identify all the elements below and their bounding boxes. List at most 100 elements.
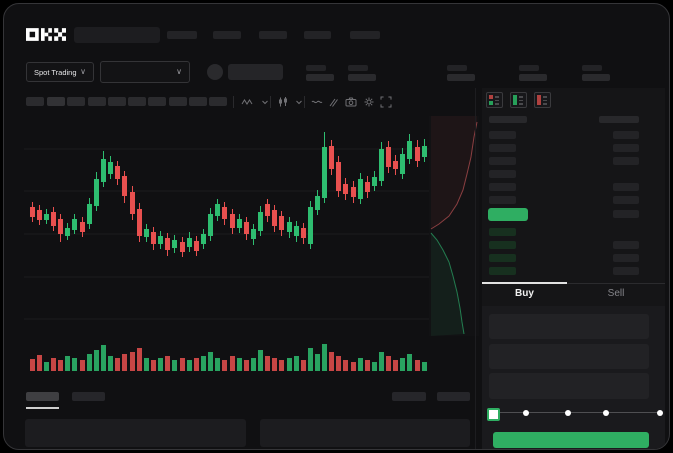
timeframe-skeleton[interactable] bbox=[209, 97, 227, 106]
indicators-button[interactable] bbox=[240, 95, 254, 109]
timeframe-skeleton[interactable] bbox=[148, 97, 166, 106]
order-amount-input[interactable] bbox=[489, 344, 649, 369]
asks-list bbox=[482, 129, 665, 207]
market-type-dropdown[interactable]: Spot Trading ∨ bbox=[26, 62, 94, 82]
chevron-down-icon: ∨ bbox=[80, 67, 86, 76]
price-skeleton bbox=[489, 254, 516, 262]
app-window: Spot Trading ∨ ∨ bbox=[3, 3, 670, 450]
nav-item-skeleton[interactable] bbox=[167, 31, 197, 39]
chevron-down-icon bbox=[296, 100, 302, 105]
timeframe-skeleton[interactable] bbox=[47, 97, 65, 106]
bottom-panel-skeleton bbox=[25, 419, 246, 447]
slider-stop[interactable] bbox=[657, 409, 663, 416]
orderbook-row[interactable] bbox=[482, 194, 665, 207]
last-price-amount-skeleton bbox=[613, 210, 639, 218]
book-bids-view-button[interactable] bbox=[510, 92, 527, 108]
toolbar-divider bbox=[233, 96, 234, 108]
line-type-button[interactable] bbox=[310, 95, 324, 109]
stat-label-skeleton bbox=[348, 65, 368, 71]
orderbook-header-skeleton bbox=[599, 116, 639, 123]
book-split-view-button[interactable] bbox=[486, 92, 503, 108]
candlestick-chart[interactable] bbox=[19, 112, 479, 394]
price-skeleton bbox=[489, 196, 516, 204]
fullscreen-icon bbox=[380, 96, 392, 108]
buy-submit-button[interactable] bbox=[493, 432, 649, 448]
timeframe-skeleton[interactable] bbox=[189, 97, 207, 106]
buy-tab[interactable]: Buy bbox=[482, 288, 567, 299]
search-skeleton[interactable] bbox=[74, 27, 160, 43]
orderbook-panel: Buy Sell bbox=[482, 88, 665, 449]
candle-style-expand-button[interactable] bbox=[292, 95, 306, 109]
coin-avatar bbox=[207, 64, 223, 80]
amount-skeleton bbox=[613, 196, 639, 204]
chevron-down-icon: ∨ bbox=[176, 67, 182, 76]
timeframe-skeleton[interactable] bbox=[88, 97, 106, 106]
compare-icon bbox=[329, 98, 338, 107]
orderbook-row[interactable] bbox=[482, 142, 665, 155]
orderbook-row[interactable] bbox=[482, 226, 665, 239]
order-price-input[interactable] bbox=[489, 314, 649, 339]
orderbook-row[interactable] bbox=[482, 265, 665, 278]
bottom-action-skeleton[interactable] bbox=[392, 392, 426, 401]
price-skeleton bbox=[489, 241, 516, 249]
amount-skeleton bbox=[613, 183, 639, 191]
okx-logo bbox=[26, 28, 66, 41]
sell-tab-label: Sell bbox=[607, 288, 625, 299]
timeframe-skeleton[interactable] bbox=[26, 97, 44, 106]
indicators-icon bbox=[241, 99, 253, 105]
toolbar-divider bbox=[270, 96, 271, 108]
nav-item-skeleton[interactable] bbox=[259, 31, 287, 39]
price-skeleton bbox=[489, 183, 516, 191]
price-skeleton bbox=[489, 228, 516, 236]
stat-value-skeleton bbox=[348, 74, 376, 81]
stat-value-skeleton bbox=[519, 74, 547, 81]
slider-stop[interactable] bbox=[603, 409, 609, 416]
screenshot-button[interactable] bbox=[344, 95, 358, 109]
orderbook-row[interactable] bbox=[482, 129, 665, 142]
price-skeleton bbox=[489, 170, 516, 178]
price-skeleton bbox=[489, 267, 516, 275]
amount-skeleton bbox=[613, 144, 639, 152]
slider-stop[interactable] bbox=[523, 409, 529, 416]
price-skeleton bbox=[228, 64, 283, 80]
orderbook-row[interactable] bbox=[482, 239, 665, 252]
chart-settings-button[interactable] bbox=[362, 95, 376, 109]
bottom-tab-skeleton-active[interactable] bbox=[26, 392, 59, 401]
amount-skeleton bbox=[613, 241, 639, 249]
orderbook-header-skeleton bbox=[489, 116, 527, 123]
slider-stop[interactable] bbox=[565, 409, 571, 416]
bids-list bbox=[482, 226, 665, 278]
bottom-action-skeleton[interactable] bbox=[437, 392, 470, 401]
orderbook-row[interactable] bbox=[482, 168, 665, 181]
orderbook-row[interactable] bbox=[482, 181, 665, 194]
gear-icon bbox=[364, 97, 374, 107]
line-type-icon bbox=[311, 100, 323, 104]
nav-item-skeleton[interactable] bbox=[213, 31, 241, 39]
timeframe-skeleton[interactable] bbox=[67, 97, 85, 106]
timeframe-skeleton[interactable] bbox=[108, 97, 126, 106]
candle-style-button[interactable] bbox=[276, 95, 290, 109]
fullscreen-button[interactable] bbox=[379, 95, 393, 109]
buy-tab-label: Buy bbox=[515, 288, 534, 299]
orderbook-row[interactable] bbox=[482, 155, 665, 168]
slider-handle[interactable] bbox=[487, 408, 500, 421]
timeframe-skeleton[interactable] bbox=[169, 97, 187, 106]
book-asks-view-button[interactable] bbox=[534, 92, 551, 108]
timeframe-skeleton[interactable] bbox=[128, 97, 146, 106]
chevron-down-icon bbox=[262, 100, 268, 105]
bottom-panel-skeleton bbox=[260, 419, 470, 447]
pair-dropdown[interactable]: ∨ bbox=[100, 61, 190, 83]
amount-skeleton bbox=[613, 157, 639, 165]
stat-value-skeleton bbox=[582, 74, 610, 81]
slider-track[interactable] bbox=[493, 412, 660, 413]
order-total-input[interactable] bbox=[489, 373, 649, 399]
last-price-bar[interactable] bbox=[488, 208, 528, 221]
nav-item-skeleton[interactable] bbox=[304, 31, 331, 39]
compare-button[interactable] bbox=[326, 95, 340, 109]
bottom-tab-skeleton[interactable] bbox=[72, 392, 105, 401]
nav-item-skeleton[interactable] bbox=[350, 31, 380, 39]
sell-tab[interactable]: Sell bbox=[567, 288, 665, 299]
orderbook-row[interactable] bbox=[482, 252, 665, 265]
indicators-expand-button[interactable] bbox=[258, 95, 272, 109]
orderbook-view-switcher bbox=[482, 92, 665, 108]
